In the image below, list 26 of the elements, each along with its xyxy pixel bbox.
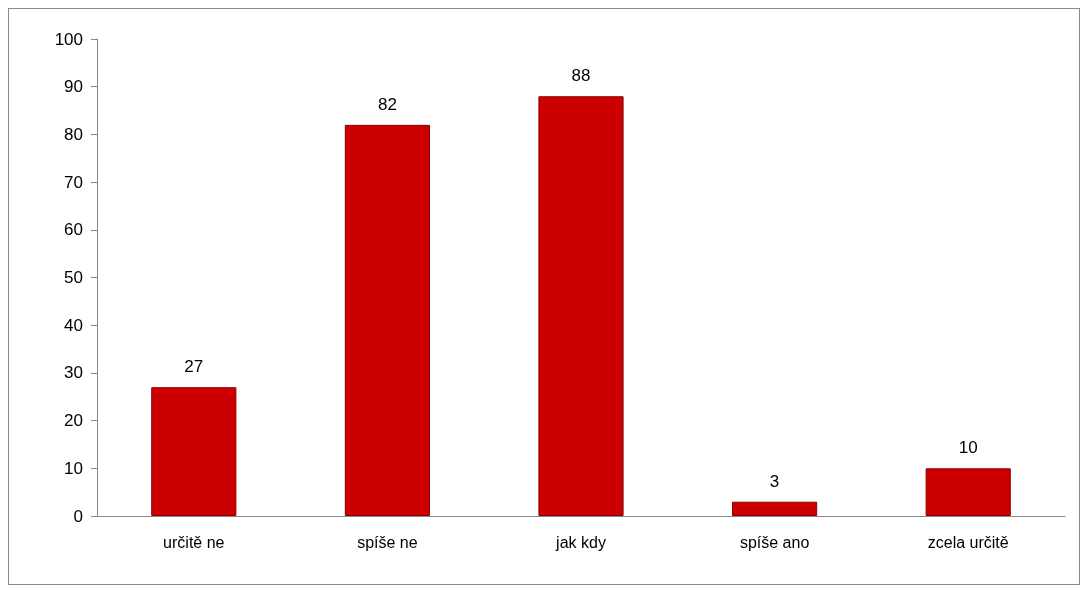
bar <box>538 96 624 516</box>
x-tick-label: určitě ne <box>163 533 225 551</box>
data-label: 82 <box>377 94 397 114</box>
bar <box>344 124 430 516</box>
bar <box>732 501 818 516</box>
x-tick-label: zcela určitě <box>927 533 1009 551</box>
y-tick-label: 0 <box>73 506 83 526</box>
data-label: 27 <box>184 357 204 377</box>
y-tick-label: 60 <box>64 220 83 240</box>
y-tick-label: 10 <box>64 458 83 478</box>
data-label: 10 <box>958 438 978 458</box>
data-label: 88 <box>571 66 591 86</box>
x-tick-label: spíše ne <box>357 533 418 551</box>
y-tick-label: 90 <box>64 77 83 97</box>
x-tick-label: jak kdy <box>555 533 606 551</box>
y-tick-label: 20 <box>64 411 83 431</box>
bar <box>151 387 237 516</box>
data-label: 3 <box>769 471 780 491</box>
y-tick-label: 80 <box>64 124 83 144</box>
y-tick-label: 40 <box>64 315 83 335</box>
x-tick-label: spíše ano <box>739 533 810 551</box>
y-tick-label: 30 <box>64 363 83 383</box>
y-tick-label: 70 <box>64 172 83 192</box>
y-tick-label: 100 <box>54 29 83 49</box>
y-tick-label: 50 <box>64 268 83 287</box>
bar <box>925 468 1011 516</box>
